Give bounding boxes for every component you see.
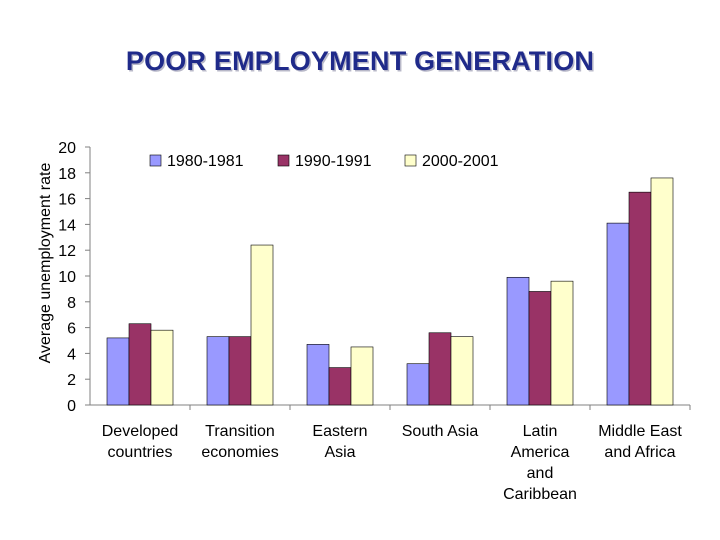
x-category-label: Latin [523, 423, 558, 440]
y-tick-label: 10 [58, 269, 76, 286]
bar-2000-2001-0 [150, 329, 174, 406]
x-category-label: Caribbean [503, 486, 577, 503]
y-tick-label: 18 [58, 166, 76, 183]
legend-swatch [149, 154, 162, 167]
x-category-label: America [511, 444, 570, 461]
chart-axes: 0 2 4 6 8 10 12 14 16 18 20 [58, 140, 691, 415]
x-category-label: economies [201, 444, 278, 461]
y-tick-label: 8 [67, 295, 76, 312]
x-category-label: Eastern [312, 423, 367, 440]
bar-1980-1981-3 [406, 363, 430, 406]
x-category-label: Asia [324, 444, 355, 461]
bar-1980-1981-5 [606, 222, 630, 406]
legend-label: 1980-1981 [167, 153, 244, 170]
bar-1990-1991-3 [428, 332, 452, 406]
bar-1980-1981-1 [206, 336, 230, 406]
x-category-label: and [527, 465, 554, 482]
bar-2000-2001-3 [450, 336, 474, 406]
bar-2000-2001-2 [350, 346, 374, 406]
bar-1980-1981-4 [506, 276, 530, 406]
chart-category-labels: Developed countries Transition economies Eas… [102, 423, 683, 503]
chart-legend: 1980-1981 1990-1991 2000-2001 [149, 153, 499, 170]
bar-1990-1991-1 [228, 336, 252, 406]
y-tick-label: 16 [58, 192, 76, 209]
y-tick-label: 4 [67, 346, 76, 363]
bar-1990-1991-5 [628, 191, 652, 406]
bar-2000-2001-1 [250, 244, 274, 406]
x-category-label: countries [108, 444, 173, 461]
legend-label: 1990-1991 [295, 153, 372, 170]
bar-1990-1991-2 [328, 367, 352, 406]
bar-2000-2001-5 [650, 177, 674, 406]
bar-1980-1981-2 [306, 344, 330, 406]
legend-label: 2000-2001 [422, 153, 499, 170]
x-category-label: and Africa [604, 444, 675, 461]
x-category-label: Middle East [598, 423, 682, 440]
x-category-label: Developed [102, 423, 179, 440]
bar-1980-1981-0 [106, 337, 130, 406]
slide-title: POOR EMPLOYMENT GENERATION [125, 46, 595, 76]
bar-1990-1991-0 [128, 323, 152, 406]
legend-swatch [404, 154, 417, 167]
y-tick-label: 6 [67, 321, 76, 338]
legend-swatch [277, 154, 290, 167]
x-category-label: South Asia [402, 423, 479, 440]
y-tick-label: 20 [58, 140, 76, 157]
x-category-label: Transition [205, 423, 275, 440]
bar-2000-2001-4 [550, 280, 574, 406]
y-tick-label: 12 [58, 243, 76, 260]
y-axis-title: Average unemployment rate [37, 163, 54, 364]
y-tick-label: 2 [67, 372, 76, 389]
chart-bars [106, 177, 674, 406]
y-tick-label: 14 [58, 217, 76, 234]
bar-1990-1991-4 [528, 291, 552, 406]
y-tick-label: 0 [67, 398, 76, 415]
